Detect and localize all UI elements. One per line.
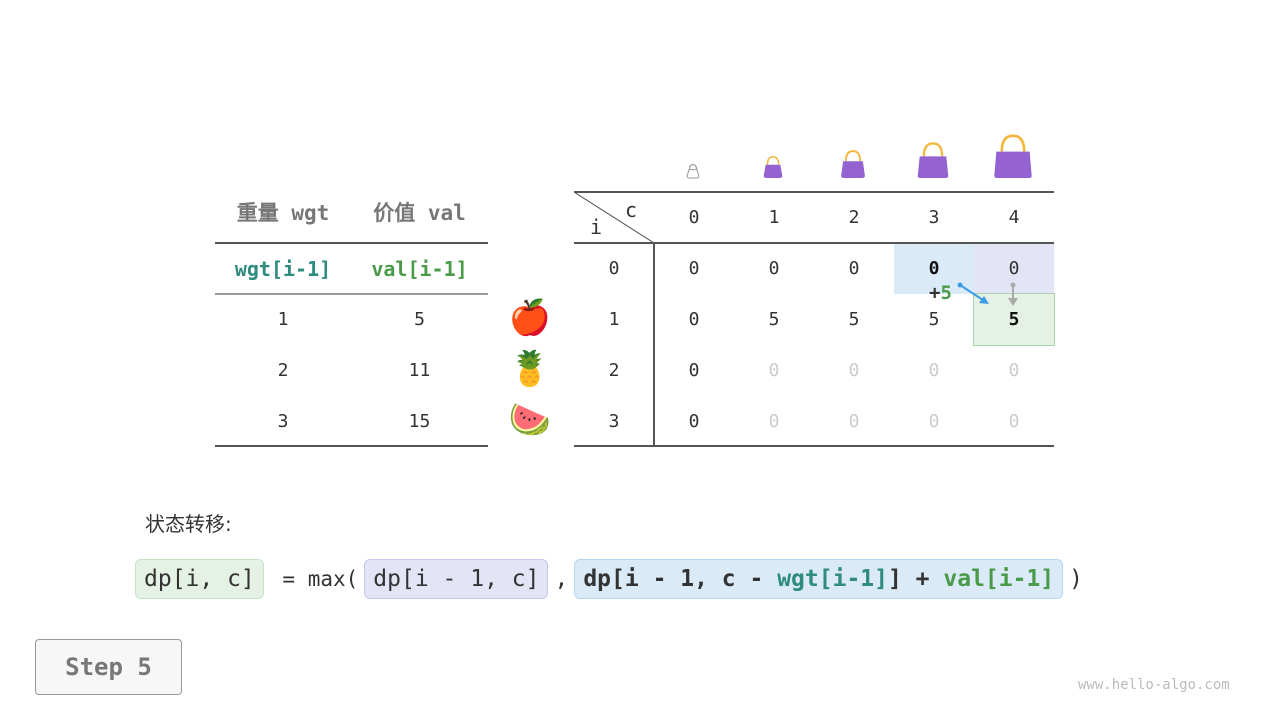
col-header: 0 — [688, 207, 700, 228]
dp-cell: 0 — [928, 411, 940, 432]
row-axis-label: i — [590, 215, 603, 239]
wgt-cell: 2 — [277, 360, 289, 381]
row-index: 0 — [608, 258, 620, 279]
wgt-cell: 3 — [277, 411, 289, 432]
row-index: 3 — [608, 411, 620, 432]
header-val: 价值 val — [373, 200, 466, 225]
dp-cell: 5 — [848, 309, 860, 330]
dp-cell: 5 — [928, 309, 940, 330]
divider — [215, 242, 488, 244]
dp-cell: 0 — [768, 360, 780, 381]
watermark: www.hello-algo.com — [1078, 677, 1230, 693]
dp-cell: 0 — [688, 411, 700, 432]
plus-sign: + — [929, 282, 941, 304]
header-wgt: 重量 wgt — [236, 200, 330, 225]
dp-cell: 0 — [1008, 258, 1020, 279]
dp-cell: 0 — [688, 360, 700, 381]
divider — [574, 242, 1054, 244]
divider — [574, 191, 1054, 193]
col-axis-label: c — [625, 198, 638, 222]
subheader-wgt: wgt[i-1] — [234, 256, 332, 281]
diagonal-line — [574, 192, 654, 243]
dp-cell: 0 — [848, 360, 860, 381]
dp-cell: 0 — [688, 258, 700, 279]
dp-cell: 5 — [1008, 309, 1020, 330]
arrow-icons — [957, 282, 1018, 306]
formula-b-part: ] + — [887, 566, 944, 592]
watermelon-icon: 🍉 — [508, 399, 552, 440]
formula-term-a: dp[i - 1, c] — [364, 559, 549, 599]
bag-icon — [686, 163, 700, 179]
formula-b-wgt: wgt[i-1] — [777, 566, 888, 592]
subheader-val: val[i-1] — [371, 256, 468, 281]
vertical-divider — [653, 243, 655, 446]
formula: dp[i, c] = max( dp[i - 1, c] , dp[i - 1,… — [135, 559, 1083, 599]
formula-b-part: dp[i - 1, c - — [583, 566, 778, 592]
bag-icon — [994, 134, 1032, 178]
dp-cell: 5 — [768, 309, 780, 330]
divider — [215, 445, 488, 447]
dp-cell: 0 — [848, 411, 860, 432]
bag-icons — [686, 134, 1032, 179]
formula-max: = max( — [269, 567, 359, 591]
wgt-cell: 1 — [277, 309, 289, 330]
dp-cell: 0 — [768, 411, 780, 432]
col-header: 1 — [768, 207, 780, 228]
col-header: 4 — [1008, 207, 1020, 228]
bag-icon — [763, 156, 783, 178]
row-index: 2 — [608, 360, 620, 381]
dp-cell: 0 — [1008, 360, 1020, 381]
divider — [215, 293, 488, 295]
step-button[interactable]: Step 5 — [35, 639, 182, 695]
dp-cell: 0 — [768, 258, 780, 279]
dp-cell: 0 — [928, 360, 940, 381]
row-index: 1 — [608, 309, 620, 330]
bag-icon — [917, 142, 949, 178]
plus-value: 5 — [940, 282, 952, 304]
val-cell: 15 — [408, 411, 431, 432]
apple-icon: 🍎 — [508, 297, 552, 338]
dp-cell: 0 — [688, 309, 700, 330]
val-cell: 5 — [414, 309, 425, 330]
formula-close: ) — [1069, 566, 1084, 592]
formula-comma: , — [554, 566, 569, 592]
col-header: 3 — [928, 207, 940, 228]
val-cell: 11 — [408, 360, 431, 381]
col-header: 2 — [848, 207, 860, 228]
dp-cell: 0 — [928, 258, 940, 279]
formula-lhs: dp[i, c] — [135, 559, 264, 599]
down-arrow-icon — [1008, 282, 1018, 306]
plus-annotation: +5 — [929, 282, 952, 304]
dp-cell: 0 — [848, 258, 860, 279]
diagonal-arrow-icon — [957, 282, 989, 304]
bag-icon — [841, 150, 865, 178]
state-transition-label: 状态转移: — [145, 512, 232, 536]
dp-cell: 0 — [1008, 411, 1020, 432]
pineapple-icon: 🍍 — [508, 348, 552, 389]
divider — [574, 445, 1054, 447]
formula-term-b: dp[i - 1, c - wgt[i-1]] + val[i-1] — [574, 559, 1064, 599]
formula-b-val: val[i-1] — [943, 566, 1055, 592]
